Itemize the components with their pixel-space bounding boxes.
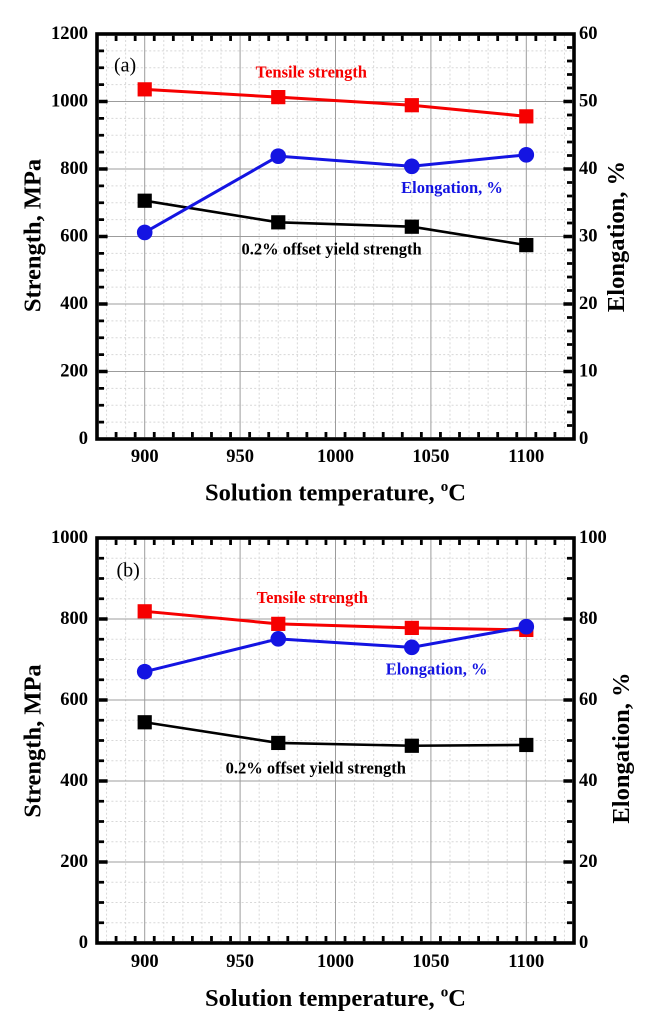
svg-text:60: 60 (579, 690, 598, 710)
svg-text:800: 800 (60, 609, 88, 629)
svg-text:600: 600 (60, 690, 88, 710)
svg-text:950: 950 (226, 952, 254, 972)
svg-text:Strength, MPa: Strength, MPa (20, 664, 47, 817)
svg-text:Tensile strength: Tensile strength (256, 63, 367, 82)
svg-text:80: 80 (579, 609, 598, 629)
svg-text:20: 20 (579, 294, 598, 314)
svg-text:0: 0 (79, 933, 88, 953)
svg-text:(a): (a) (114, 55, 136, 77)
svg-text:200: 200 (60, 362, 88, 382)
svg-text:Solution temperature, oC: Solution temperature, oC (205, 479, 466, 507)
svg-text:40: 40 (579, 771, 598, 791)
svg-text:0.2% offset yield strength: 0.2% offset yield strength (226, 759, 406, 778)
svg-text:Tensile strength: Tensile strength (257, 588, 368, 607)
svg-text:40: 40 (579, 159, 598, 179)
svg-text:0: 0 (79, 429, 88, 449)
svg-text:Elongation, %: Elongation, % (603, 161, 630, 312)
svg-text:1000: 1000 (317, 952, 354, 972)
svg-text:0: 0 (579, 933, 588, 953)
svg-text:1000: 1000 (317, 447, 354, 467)
svg-text:400: 400 (60, 294, 88, 314)
svg-text:900: 900 (131, 447, 159, 467)
svg-text:1100: 1100 (508, 447, 544, 467)
svg-text:950: 950 (226, 447, 254, 467)
svg-text:900: 900 (131, 952, 159, 972)
svg-text:1100: 1100 (508, 952, 544, 972)
svg-text:1000: 1000 (51, 528, 88, 548)
svg-text:Strength, MPa: Strength, MPa (20, 159, 47, 312)
svg-text:1000: 1000 (51, 92, 88, 112)
svg-text:100: 100 (579, 528, 607, 548)
svg-text:0.2% offset yield strength: 0.2% offset yield strength (241, 240, 421, 259)
svg-text:600: 600 (60, 227, 88, 247)
svg-text:30: 30 (579, 227, 598, 247)
svg-text:1050: 1050 (412, 952, 449, 972)
svg-text:Elongation, %: Elongation, % (401, 178, 503, 197)
svg-text:10: 10 (579, 362, 598, 382)
svg-text:1200: 1200 (51, 24, 88, 44)
svg-text:1050: 1050 (412, 447, 449, 467)
svg-text:Elongation, %: Elongation, % (608, 672, 635, 823)
svg-text:20: 20 (579, 852, 598, 872)
svg-text:60: 60 (579, 24, 598, 44)
svg-text:400: 400 (60, 771, 88, 791)
svg-text:800: 800 (60, 159, 88, 179)
svg-text:200: 200 (60, 852, 88, 872)
svg-text:Elongation, %: Elongation, % (386, 660, 488, 679)
svg-text:(b): (b) (117, 560, 140, 582)
svg-text:Solution temperature, oC: Solution temperature, oC (205, 985, 466, 1013)
svg-text:0: 0 (579, 429, 588, 449)
svg-text:50: 50 (579, 92, 598, 112)
